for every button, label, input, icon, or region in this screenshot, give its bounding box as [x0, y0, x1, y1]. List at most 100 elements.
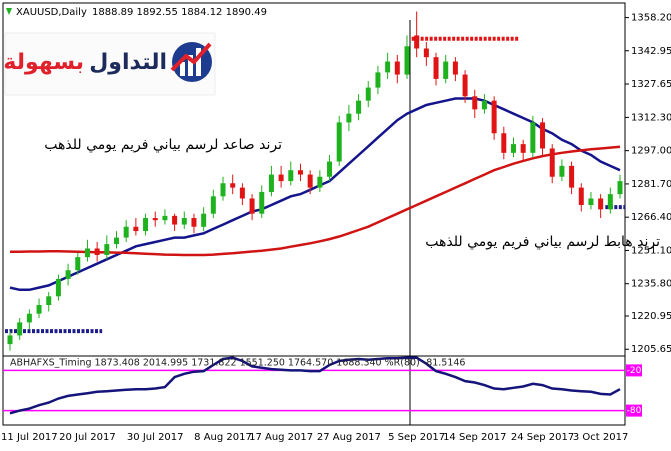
candle-body [104, 244, 110, 255]
candle-body [607, 194, 613, 210]
candle-body [530, 122, 536, 153]
x-tick-label: 20 Jul 2017 [59, 432, 116, 443]
y-tick-label: 1205.65 [631, 344, 671, 355]
candle-body [220, 183, 226, 197]
y-tick-label: 1251.10 [631, 245, 671, 256]
logo-icon-bar [180, 62, 185, 76]
candle-body [278, 174, 284, 182]
candle-body [133, 226, 139, 232]
line-series [9, 97, 621, 292]
candle-body [210, 196, 216, 214]
candle-body [540, 122, 546, 149]
indicator-title: ABHAFXS_Timing 1873.408 2014.995 1731.82… [10, 358, 465, 369]
y-tick-label: 1327.65 [631, 79, 671, 90]
candle-body [578, 187, 584, 205]
candle-body [191, 218, 197, 227]
candle-body [346, 113, 352, 123]
y-tick-box [626, 364, 642, 377]
candle-body [26, 313, 32, 323]
x-tick-label: 14 Sep 2017 [443, 432, 506, 443]
plot-frame [2, 2, 626, 426]
candle-body [365, 87, 371, 101]
candle-body [549, 148, 555, 177]
candle-body [559, 165, 565, 177]
logo-word: بسهولة [3, 50, 84, 75]
line-series [9, 356, 621, 415]
y-tick-label: 1297.00 [631, 146, 671, 157]
candle-body [65, 270, 71, 279]
candle-body [7, 335, 13, 345]
y-tick-label: 1220.95 [631, 311, 671, 322]
y-tick-label: 1266.40 [631, 212, 671, 223]
candle-body [472, 96, 478, 110]
candle-body [385, 61, 391, 73]
candle-body [307, 174, 313, 188]
logo: التداول بسهولة [3, 32, 216, 96]
x-tick-label: 27 Aug 2017 [317, 432, 381, 443]
y-tick-label: 1358.20 [631, 13, 671, 24]
candle-body [36, 305, 42, 314]
candle-body [94, 248, 100, 255]
candle-body [123, 226, 129, 238]
candle-body [394, 61, 400, 75]
candle-body [433, 57, 439, 79]
candle-body [181, 218, 187, 225]
candle-body [569, 165, 575, 188]
candle-body [297, 170, 303, 175]
candle-body [520, 144, 526, 153]
y-tick-label: 1342.95 [631, 46, 671, 57]
x-tick-label: 17 Aug 2017 [249, 432, 313, 443]
line-series [10, 145, 621, 257]
x-tick-label: 11 Jul 2017 [1, 432, 58, 443]
candle-body [598, 198, 604, 210]
candle-body [46, 296, 52, 305]
candle-body [268, 174, 274, 192]
annotation: ترند صاعد لرسم بياني فريم يومي للذهب [44, 137, 282, 153]
y-tick-label: 1312.30 [631, 112, 671, 123]
x-tick-label: 8 Aug 2017 [194, 432, 252, 443]
candle-body [17, 322, 23, 336]
candle-body [172, 215, 178, 225]
logo-icon-bar [196, 48, 201, 76]
logo-icon-arrow [170, 42, 212, 72]
candle-body [356, 100, 362, 114]
x-tick-label: 3 Oct 2017 [573, 432, 628, 443]
candle-body [510, 144, 516, 153]
candle-body [162, 215, 168, 221]
candle-body [288, 170, 294, 182]
candle-body [462, 74, 468, 97]
candle-body [588, 198, 594, 205]
y-tick-label: -20 [627, 366, 642, 376]
candle-body [501, 133, 507, 153]
x-tick-label: 24 Sep 2017 [511, 432, 574, 443]
header-values: 1888.89 1892.55 1884.12 1890.49 [92, 7, 267, 18]
candle-body [55, 278, 61, 297]
candle-body [414, 35, 420, 49]
candle-body [481, 100, 487, 110]
annotation: ترند هابط لرسم بياني فريم يومي للذهب [425, 234, 660, 250]
candle-body [336, 122, 342, 162]
y-tick-label: 1281.70 [631, 179, 671, 190]
candle-body [152, 218, 158, 221]
symbol-title: XAUUSD,Daily [16, 7, 87, 18]
candle-body [452, 61, 458, 75]
candle-body [259, 191, 265, 214]
y-tick-label: 1235.80 [631, 279, 671, 290]
candle-body [617, 181, 623, 195]
candle-body [143, 218, 149, 232]
candle-body [249, 198, 255, 214]
candle-body [443, 61, 449, 79]
candle-body [75, 257, 81, 271]
candle-body [404, 46, 410, 75]
candle-body [84, 248, 90, 258]
x-tick-label: 5 Sep 2017 [388, 432, 445, 443]
candle-body [327, 161, 333, 177]
candle-body [230, 183, 236, 188]
candle-body [491, 100, 497, 134]
candle-body [114, 237, 120, 245]
x-tick-label: 30 Jul 2017 [127, 432, 184, 443]
header-icon [6, 8, 12, 15]
candle-body [375, 72, 381, 88]
candle-body [317, 176, 323, 188]
